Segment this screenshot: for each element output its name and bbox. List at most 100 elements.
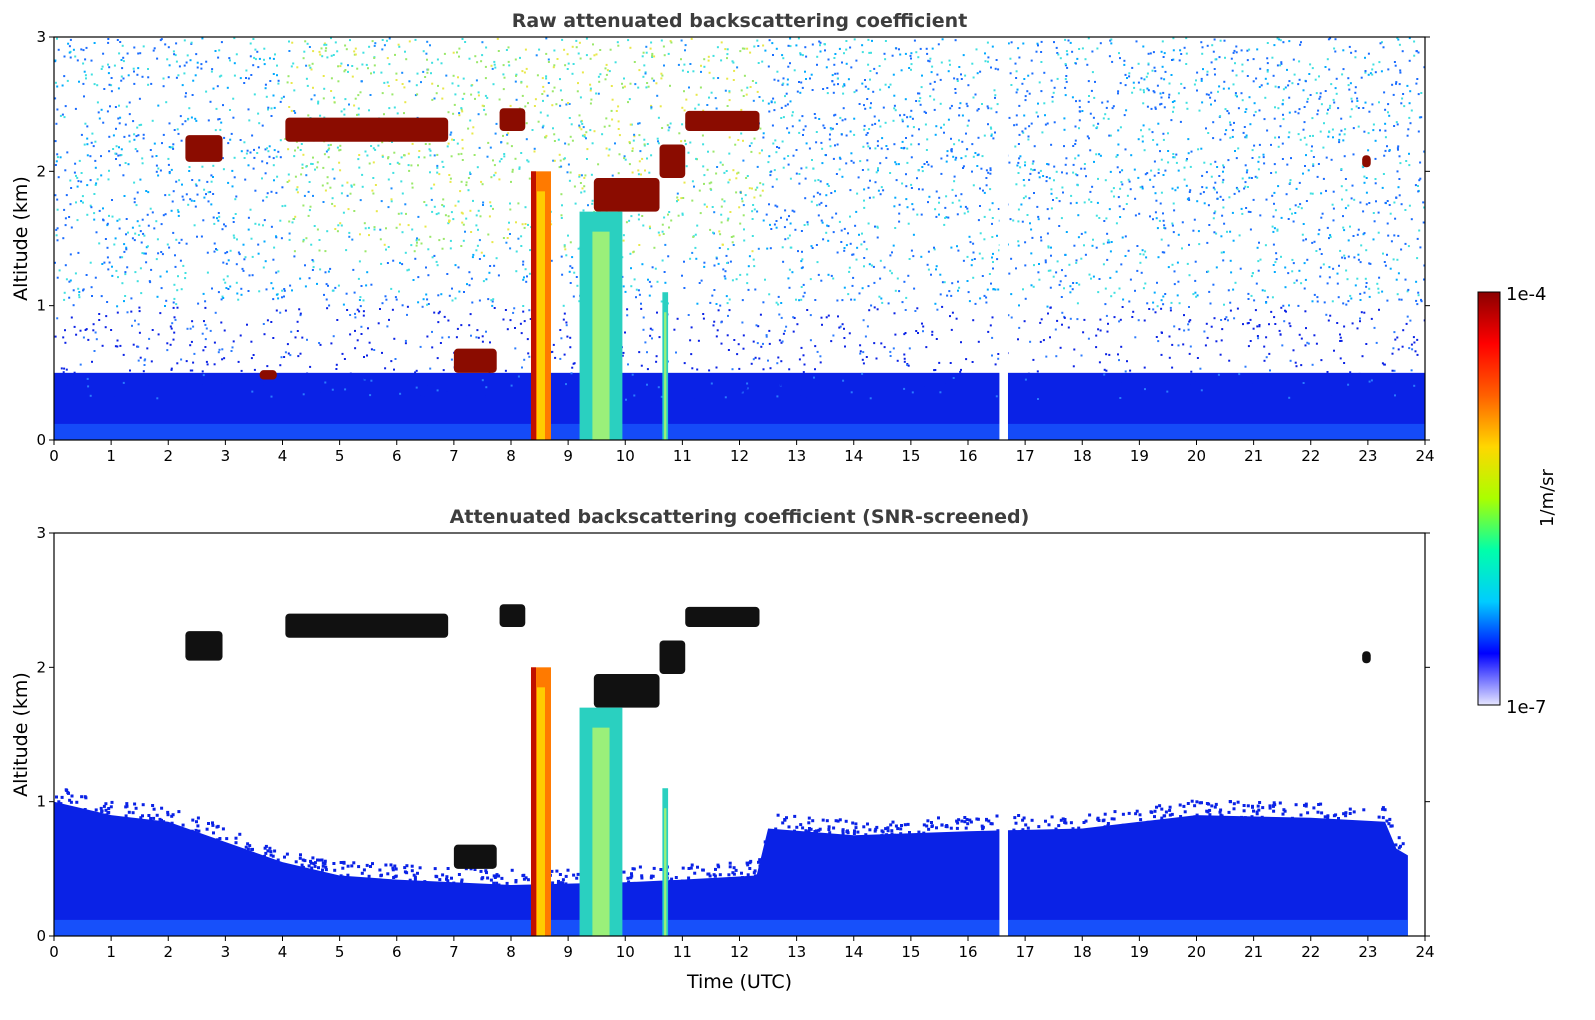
noise-speck [919,47,922,50]
noise-speck [927,59,930,62]
noise-speck [433,183,436,186]
noise-speck [728,152,731,155]
noise-speck [358,154,361,156]
noise-speck [175,60,178,63]
noise-speck [1410,343,1413,346]
noise-speck [863,257,866,259]
noise-speck [766,247,769,250]
noise-speck [1266,70,1269,73]
noise-speck [1395,121,1398,124]
noise-speck [1379,129,1381,132]
noise-speck [217,219,220,222]
noise-speck [894,161,897,164]
noise-speck [329,186,332,189]
noise-speck [136,126,139,129]
noise-speck [493,174,496,177]
noise-speck [1207,204,1210,207]
noise-speck [1139,186,1142,189]
noise-speck [495,257,498,260]
noise-speck [1168,96,1170,99]
noise-speck [312,156,314,159]
noise-speck [126,52,129,55]
noise-speck [452,139,455,141]
noise-speck [681,213,684,216]
noise-speck [269,80,272,82]
noise-speck [1116,166,1119,169]
noise-speck [475,336,478,339]
noise-speck [800,167,803,170]
noise-speck [476,244,479,247]
noise-speck [1070,194,1073,197]
noise-speck [972,242,975,245]
noise-speck [663,271,666,273]
noise-speck [1171,59,1173,61]
noise-speck [910,109,913,112]
noise-speck [633,135,636,138]
noise-speck [749,397,752,400]
noise-speck [713,211,716,214]
noise-speck [270,115,273,117]
noise-speck [54,384,56,387]
noise-speck [1075,100,1077,103]
noise-speck [1052,91,1055,94]
noise-speck [741,47,744,50]
noise-speck [312,194,314,197]
noise-speck [813,113,816,115]
noise-speck [1056,260,1059,263]
noise-speck [1397,145,1400,148]
noise-speck [1340,168,1343,170]
noise-speck [553,133,556,136]
noise-speck [904,309,907,311]
noise-speck [926,138,929,141]
noise-speck [424,76,427,78]
noise-speck [918,100,921,103]
noise-speck [528,355,531,358]
noise-speck [1181,247,1183,250]
noise-speck [1325,313,1328,316]
noise-speck [70,187,73,189]
noise-speck [655,360,658,363]
noise-speck [1177,280,1180,283]
noise-speck [176,306,179,309]
noise-speck [326,176,329,179]
noise-speck [657,142,660,145]
noise-speck [139,267,142,270]
noise-speck [1172,49,1175,52]
noise-speck [330,77,333,80]
noise-speck [1221,328,1224,331]
noise-speck [571,139,574,142]
noise-speck [1257,260,1260,263]
noise-speck [1161,40,1164,43]
noise-speck [1266,69,1269,72]
noise-speck [629,46,632,49]
noise-speck [751,187,753,190]
noise-speck [533,150,536,153]
noise-speck [1173,325,1176,328]
noise-speck [1365,285,1368,288]
noise-speck [223,136,226,139]
noise-speck [334,286,337,289]
noise-speck [1078,48,1081,50]
noise-speck [1274,171,1277,174]
noise-speck [662,45,665,48]
noise-speck [801,266,804,269]
noise-speck [950,104,953,107]
noise-speck [571,256,574,259]
noise-speck [1395,380,1398,383]
noise-speck [759,313,762,316]
noise-speck [1328,276,1331,279]
noise-speck [764,49,767,52]
noise-speck [947,70,950,73]
noise-speck [1249,211,1252,213]
noise-speck [795,172,798,175]
noise-speck [468,324,471,327]
noise-speck [273,149,276,152]
noise-speck [509,208,512,211]
noise-speck [1108,241,1111,244]
noise-speck [962,259,965,262]
noise-speck [624,158,627,161]
noise-speck [778,146,781,149]
noise-speck [939,102,942,105]
noise-speck [351,75,354,78]
noise-speck [340,224,343,227]
